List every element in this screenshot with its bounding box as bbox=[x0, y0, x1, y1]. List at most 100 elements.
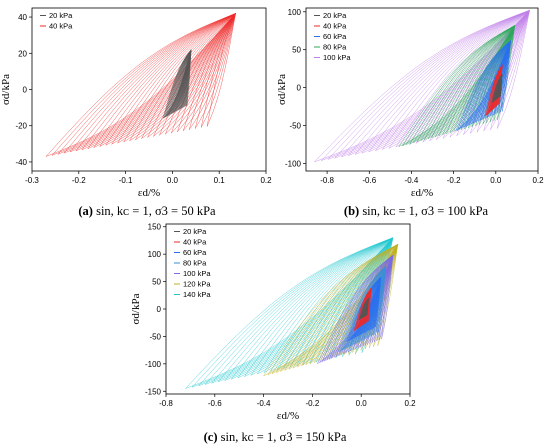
series-loop bbox=[458, 40, 511, 130]
series-loop bbox=[191, 237, 394, 388]
series-loop bbox=[176, 49, 192, 111]
caption-text: sin, kᴄ = 1, σ3 = 50 kPa bbox=[92, 204, 216, 218]
y-tick-label: -20 bbox=[15, 122, 27, 131]
y-tick-label: 150 bbox=[148, 223, 162, 232]
series-loop bbox=[177, 49, 192, 111]
series-loop bbox=[153, 13, 236, 137]
series-loop bbox=[135, 13, 236, 140]
y-tick-label: -150 bbox=[145, 387, 162, 396]
series-loop bbox=[263, 244, 398, 377]
y-tick-label: -50 bbox=[149, 332, 161, 341]
series-loop bbox=[169, 49, 192, 115]
chart-b-caption: (b) sin, kᴄ = 1, σ3 = 100 kPa bbox=[296, 204, 536, 219]
series-loop bbox=[420, 25, 515, 141]
series-loop bbox=[382, 10, 530, 150]
series-loop bbox=[174, 49, 192, 113]
x-tick-label: -0.6 bbox=[208, 399, 222, 408]
series-loop bbox=[358, 277, 381, 337]
x-tick-label: 0.0 bbox=[356, 399, 368, 408]
series-loop bbox=[455, 40, 511, 131]
plot-area bbox=[185, 237, 399, 389]
legend-label: 20 kPa bbox=[183, 227, 207, 236]
series-loop bbox=[163, 49, 192, 119]
series-loop bbox=[159, 13, 236, 136]
series-loop bbox=[93, 13, 236, 148]
series-loop bbox=[123, 13, 236, 143]
series-loop bbox=[57, 13, 236, 155]
x-tick-label: 0.0 bbox=[490, 176, 502, 185]
series-loop bbox=[460, 40, 511, 129]
x-axis-title: εd/% bbox=[277, 410, 299, 422]
series-loop bbox=[176, 49, 192, 112]
x-axis-title: εd/% bbox=[411, 187, 433, 199]
series-loop bbox=[398, 25, 515, 147]
x-tick-label: -0.2 bbox=[447, 176, 461, 185]
series-loop bbox=[416, 25, 515, 142]
chart-b-svg: -0.8 -0.6 -0.4 -0.2 0.0 0.2 -100 -50 0 50 100 εd/% σ… bbox=[276, 7, 544, 199]
series-loop bbox=[341, 10, 530, 158]
series-loop bbox=[117, 13, 236, 144]
series-loop bbox=[250, 237, 394, 376]
x-tick-label: 0.2 bbox=[404, 399, 416, 408]
x-tick-label: -0.3 bbox=[25, 176, 39, 185]
series-loop bbox=[314, 10, 530, 163]
series-loop bbox=[45, 13, 236, 157]
chart-a-caption: (a) sin, kᴄ = 1, σ3 = 50 kPa bbox=[32, 204, 262, 219]
series-loop bbox=[257, 237, 394, 375]
series-loop bbox=[244, 237, 394, 377]
x-axis-title: εd/% bbox=[138, 187, 160, 199]
y-axis-title: σd/kPa bbox=[0, 74, 12, 105]
y-tick-label: 50 bbox=[152, 278, 161, 287]
legend-label: 20 kPa bbox=[323, 11, 347, 20]
y-tick-label: 40 bbox=[18, 13, 27, 22]
y-tick-label: 100 bbox=[288, 8, 302, 17]
chart-panel-b: -0.8 -0.6 -0.4 -0.2 0.0 0.2 -100 -50 0 50 100 εd/% σ… bbox=[276, 0, 550, 220]
series-loop bbox=[178, 49, 192, 110]
legend-label: 60 kPa bbox=[183, 248, 207, 257]
series-loop bbox=[173, 49, 192, 113]
series-loop bbox=[409, 25, 515, 144]
series-loop bbox=[366, 277, 381, 332]
series-loop bbox=[69, 13, 236, 153]
legend-label: 40 kPa bbox=[49, 22, 73, 31]
series-20-kpa bbox=[162, 49, 192, 119]
series-loop bbox=[231, 237, 394, 380]
series-loop bbox=[355, 277, 381, 338]
y-tick-label: 0 bbox=[23, 86, 28, 95]
series-loop bbox=[172, 49, 192, 114]
y-tick-label: 20 bbox=[18, 49, 27, 58]
legend-label: 140 kPa bbox=[183, 290, 211, 299]
legend-label: 100 kPa bbox=[323, 53, 351, 62]
x-tick-label: -0.8 bbox=[159, 399, 173, 408]
y-tick-label: -100 bbox=[145, 360, 162, 369]
series-loop bbox=[363, 277, 381, 334]
series-loop bbox=[271, 244, 398, 374]
legend-label: 40 kPa bbox=[183, 238, 207, 247]
series-loop bbox=[183, 13, 236, 131]
chart-panel-c: -0.8 -0.6 -0.4 -0.2 0.0 0.2 -150 -100 -50 0 50 100 1… bbox=[130, 218, 420, 448]
series-loop bbox=[147, 13, 236, 138]
series-loop bbox=[267, 244, 398, 375]
series-loop bbox=[490, 10, 530, 130]
series-loop bbox=[204, 237, 394, 385]
series-loop bbox=[446, 25, 516, 135]
series-loop bbox=[360, 277, 381, 335]
series-loop bbox=[413, 25, 515, 143]
series-loop bbox=[276, 244, 398, 373]
series-loop bbox=[99, 13, 236, 147]
x-tick-label: 0.1 bbox=[214, 176, 226, 185]
legend-label: 120 kPa bbox=[183, 280, 211, 289]
y-tick-label: -40 bbox=[15, 158, 27, 167]
chart-a-svg: -0.3 -0.2 -0.1 0.0 0.1 0.2 -40 -20 0 20 40 εd/% σd/k… bbox=[0, 7, 272, 199]
legend-label: 100 kPa bbox=[183, 269, 211, 278]
series-loop bbox=[361, 277, 381, 335]
y-tick-label: 0 bbox=[157, 305, 162, 314]
series-loop bbox=[105, 13, 236, 146]
series-loop bbox=[129, 13, 236, 142]
series-loop bbox=[358, 297, 369, 321]
series-loop bbox=[141, 13, 236, 139]
series-20-kpa bbox=[358, 297, 369, 321]
series-loop bbox=[198, 237, 394, 387]
